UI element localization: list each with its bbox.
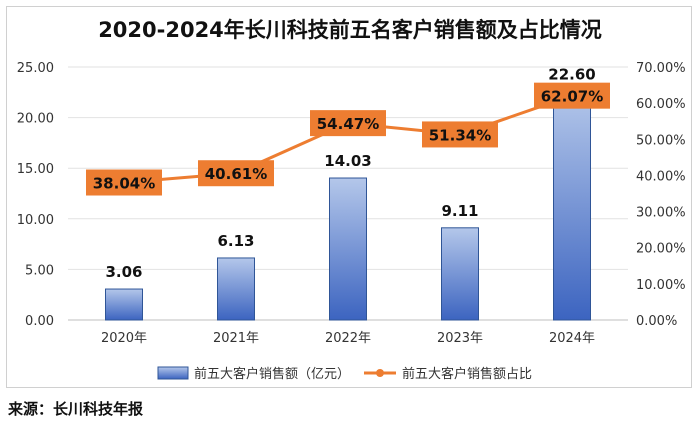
line-data-label: 62.07% <box>541 88 603 106</box>
y-left-tick-label: 15.00 <box>17 162 54 177</box>
chart-title: 2020-2024年长川科技前五名客户销售额及占比情况 <box>98 18 602 42</box>
line-label-box <box>86 169 162 196</box>
line-data-label: 40.61% <box>205 165 267 183</box>
x-tick-label: 2022年 <box>325 331 371 346</box>
y-left-tick-label: 5.00 <box>25 263 54 278</box>
line-label-box <box>198 160 274 187</box>
x-tick-label: 2023年 <box>437 331 483 346</box>
x-tick-label: 2024年 <box>549 331 595 346</box>
legend-swatch-line-marker <box>376 369 384 377</box>
line-label-box <box>534 82 610 109</box>
source-note: 来源：长川科技年报 <box>8 400 144 418</box>
y-left-tick-label: 25.00 <box>17 61 54 76</box>
bar <box>329 177 367 321</box>
y-left-tick-label: 0.00 <box>25 314 54 329</box>
y-right-tick-label: 10.00% <box>636 278 686 293</box>
bar <box>441 227 479 321</box>
line-label-box <box>422 121 498 148</box>
line-data-label: 54.47% <box>317 115 379 133</box>
line-data-label: 38.04% <box>93 175 155 193</box>
bar-data-label: 22.60 <box>548 65 595 83</box>
line-label-box <box>310 110 386 137</box>
x-tick-label: 2021年 <box>213 331 259 346</box>
legend-swatch-bar <box>157 366 189 380</box>
legend-label-bar: 前五大客户销售额（亿元） <box>194 366 350 382</box>
bar-data-label: 14.03 <box>324 152 371 170</box>
y-right-tick-label: 50.00% <box>636 133 686 148</box>
bar <box>553 90 591 321</box>
y-right-tick-label: 40.00% <box>636 169 686 184</box>
bar-data-label: 9.11 <box>441 202 478 220</box>
y-right-tick-label: 20.00% <box>636 242 686 257</box>
line-data-label: 51.34% <box>429 126 491 144</box>
y-right-tick-label: 30.00% <box>636 206 686 221</box>
y-right-tick-label: 60.00% <box>636 97 686 112</box>
y-right-tick-label: 70.00% <box>636 61 686 76</box>
bar <box>217 257 255 321</box>
y-left-tick-label: 10.00 <box>17 213 54 228</box>
bar <box>105 288 143 321</box>
x-tick-label: 2020年 <box>101 331 147 346</box>
y-left-tick-label: 20.00 <box>17 112 54 127</box>
y-right-tick-label: 0.00% <box>636 314 677 329</box>
bar-data-label: 3.06 <box>105 263 142 281</box>
legend-label-line: 前五大客户销售额占比 <box>402 366 532 382</box>
bar-data-label: 6.13 <box>217 232 254 250</box>
